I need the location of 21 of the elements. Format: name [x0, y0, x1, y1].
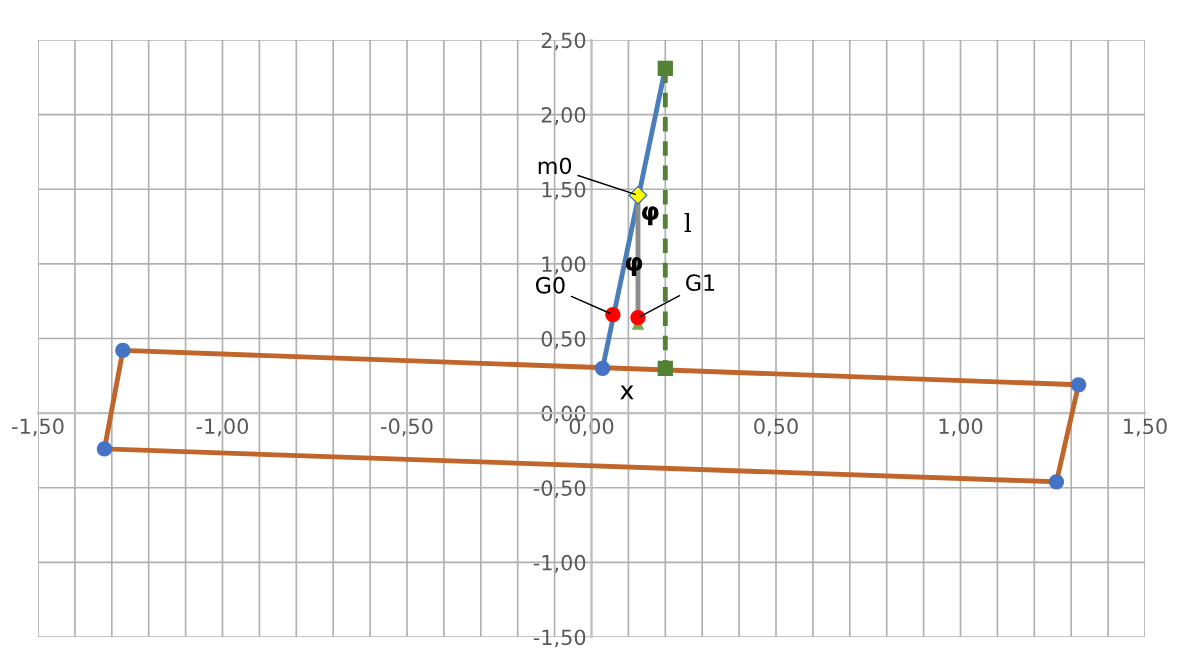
annotation: m0 [538, 157, 572, 175]
annotation: G1 [686, 274, 715, 292]
annotation: G0 [535, 276, 565, 294]
x-tick-label: 0,50 [754, 418, 798, 437]
x-tick-label: 1,00 [939, 418, 983, 437]
annotation: φ [625, 256, 643, 276]
y-tick-label: -1,00 [533, 554, 586, 573]
annotation: φ [642, 206, 659, 226]
x-tick-label: -1,00 [196, 418, 249, 437]
y-tick-label: -0,50 [533, 480, 586, 499]
y-tick-label: 1,00 [542, 256, 586, 275]
x-tick-label: -0,50 [381, 418, 433, 437]
x-tick-label: 1,50 [1124, 418, 1167, 437]
y-tick-label: -1,50 [533, 629, 586, 648]
annotation: x [620, 385, 634, 400]
y-tick-label: 0,50 [541, 330, 586, 349]
y-tick-label: 2,00 [541, 107, 586, 125]
y-tick-label: 1,50 [542, 181, 586, 200]
annotation: l [684, 212, 692, 232]
y-tick-label: 2,50 [541, 32, 586, 51]
x-tick-label: -1,50 [12, 418, 64, 437]
